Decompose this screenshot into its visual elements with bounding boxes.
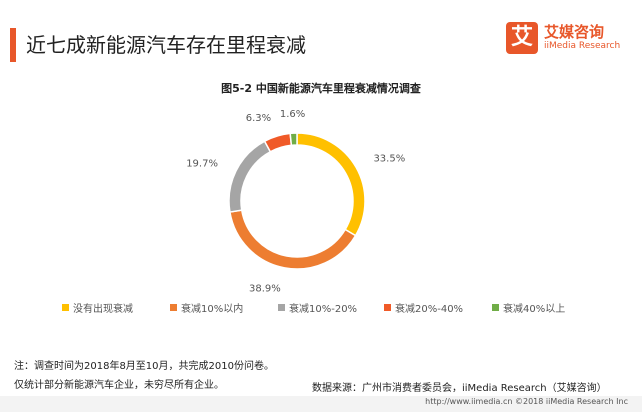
donut-slice-3 [263, 132, 293, 153]
footer-text: http://www.iimedia.cn ©2018 iiMedia Rese… [425, 397, 628, 406]
legend-label: 衰减20%-40% [395, 304, 464, 315]
legend-label: 没有出现衰减 [73, 304, 133, 315]
legend-swatch [170, 304, 177, 311]
slice-value-label-0: 33.5% [373, 153, 405, 164]
chart-legend: 没有出现衰减 衰减10%以内 衰减10%-20% 衰减20%-40% 衰减40%以上 [62, 300, 602, 318]
footer-bar [0, 396, 642, 412]
slice-value-label-1: 38.9% [249, 283, 281, 294]
legend-item-0: 没有出现衰减 [62, 300, 133, 315]
legend-item-3: 衰减20%-40% [384, 300, 463, 315]
donut-slice-1 [229, 209, 357, 270]
slice-value-label-4: 1.6% [280, 109, 305, 120]
slice-value-label-3: 6.3% [246, 113, 271, 124]
logo-subtitle: iiMedia Research [544, 41, 621, 51]
figure-title: 图5-2 中国新能源汽车里程衰减情况调查 [221, 82, 421, 95]
donut-chart: 33.5% 38.9% 19.7% 6.3% 1.6% [186, 109, 405, 294]
legend-label: 衰减10%以内 [181, 304, 244, 315]
title-accent-bar [10, 28, 16, 62]
legend-item-4: 衰减40%以上 [492, 300, 565, 315]
note-line-1: 注：调查时间为2018年8月至10月，共完成2010份问卷。 [14, 361, 274, 372]
legend-label: 衰减40%以上 [503, 304, 566, 315]
page-title: 近七成新能源汽车存在里程衰减 [26, 33, 306, 57]
donut-slice-2 [228, 140, 272, 213]
legend-item-2: 衰减10%-20% [278, 300, 357, 315]
data-source: 数据来源：广州市消费者委员会，iiMedia Research（艾媒咨询） [312, 383, 607, 394]
logo-mark: 艾 [506, 22, 538, 54]
note-line-2: 仅统计部分新能源汽车企业，未穷尽所有企业。 [14, 380, 224, 391]
slice-value-label-2: 19.7% [186, 158, 218, 169]
legend-swatch [278, 304, 285, 311]
logo-name: 艾媒咨询 [544, 23, 605, 41]
legend-item-1: 衰减10%以内 [170, 300, 243, 315]
donut-slice-4 [289, 132, 298, 147]
legend-label: 衰减10%-20% [289, 304, 358, 315]
legend-swatch [62, 304, 69, 311]
legend-swatch [384, 304, 391, 311]
brand-logo: 艾 艾媒咨询 iiMedia Research [506, 20, 632, 62]
donut-slice-0 [296, 132, 366, 237]
legend-swatch [492, 304, 499, 311]
